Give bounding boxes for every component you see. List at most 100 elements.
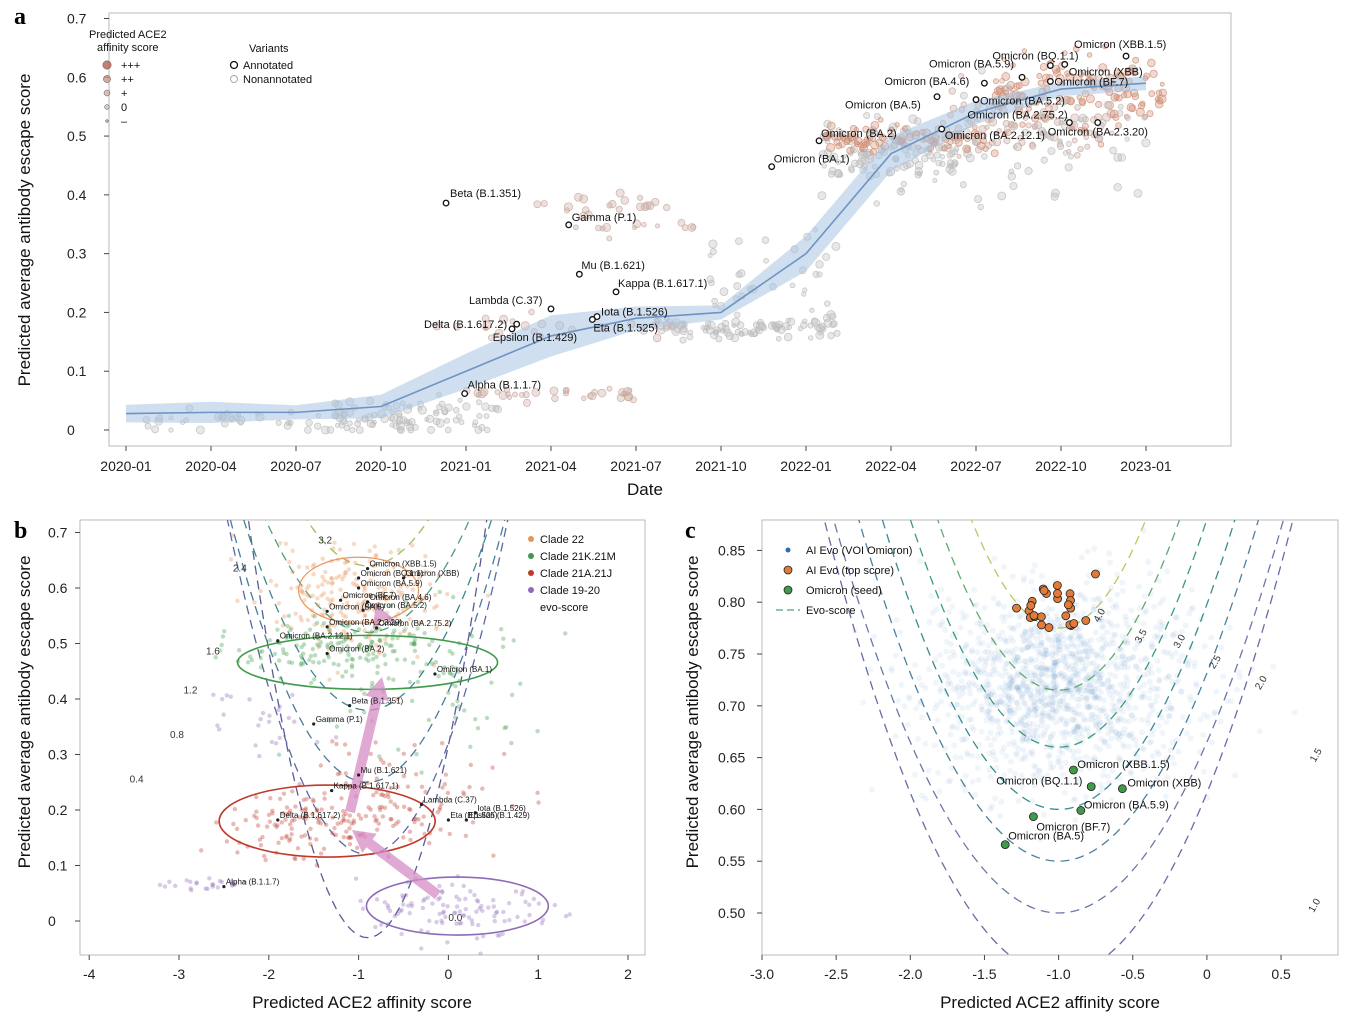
nonannotated-point (586, 392, 594, 400)
ai-evo-point (1030, 672, 1037, 679)
clade-point (308, 842, 313, 847)
clade-point (322, 578, 327, 583)
clade-point (376, 821, 381, 826)
clade-point (220, 634, 226, 639)
ai-evo-point (1125, 639, 1132, 646)
ai-evo-point (931, 742, 938, 749)
ai-evo-point (1145, 666, 1152, 673)
nonannotated-point (933, 169, 940, 176)
annotated-point-iota-b-1-526 (593, 313, 601, 320)
y-axis-label: Predicted average antibody escape score (15, 74, 34, 387)
clade-point (391, 564, 396, 570)
ai-evo-point (1020, 713, 1027, 720)
clade-point (343, 636, 349, 642)
ai-evo-point (959, 684, 966, 691)
ai-evo-point (934, 717, 941, 724)
ai-evo-point (1133, 663, 1140, 670)
ai-evo-point (1014, 699, 1021, 706)
nonannotated-point (735, 237, 743, 246)
ai-evo-point (1053, 644, 1060, 651)
ai-evo-point (1051, 659, 1058, 666)
ai-evo-point (1088, 648, 1095, 655)
ai-evo-point (1044, 723, 1051, 730)
clade-point (290, 789, 295, 794)
clade-point (412, 637, 418, 642)
ai-evo-point (1077, 766, 1084, 773)
nonannotated-point (908, 114, 918, 124)
ai-evo-point (1010, 738, 1017, 745)
ai-evo-point (1012, 645, 1019, 652)
ai-evo-point (1070, 726, 1077, 733)
ai-evo-point (993, 702, 1000, 709)
ai-evo-point (1025, 712, 1032, 719)
x-tick-label: 2021-01 (440, 458, 492, 474)
nonannotated-point (848, 165, 855, 172)
ai-evo-point (1021, 699, 1028, 706)
clade-point (455, 698, 460, 704)
ai-evo-point (1112, 632, 1119, 639)
clade-point (289, 625, 294, 631)
clade-point (330, 580, 335, 585)
nonannotated-point (1068, 125, 1075, 132)
nonannotated-point (1076, 94, 1083, 101)
legend-variants-nonannotated: Nonannotated (243, 74, 312, 86)
ai-evo-point (1114, 622, 1121, 629)
clade-point (497, 933, 502, 938)
ai-evo-point (1156, 678, 1163, 685)
clade-point (346, 652, 351, 658)
clade-point (274, 583, 279, 588)
ai-evo-point (1057, 643, 1064, 650)
clade-point (307, 627, 313, 632)
clade-point (217, 648, 223, 653)
ai-evo-point (1157, 622, 1164, 629)
nonannotated-point (1013, 82, 1021, 90)
nonannotated-point (935, 159, 943, 167)
ai-evo-point (1045, 712, 1052, 719)
seed-label-omicron-ba-5: Omicron (BA.5) (1008, 831, 1084, 843)
ai-evo-point (1022, 629, 1029, 636)
annotation-omicron-ba-5-9: Omicron (BA.5.9) (361, 579, 423, 588)
ai-evo-point (1048, 692, 1055, 699)
nonannotated-point (1003, 125, 1011, 133)
ai-evo-point (1006, 713, 1013, 720)
clade-point (439, 888, 445, 894)
ai-evo-point (1076, 667, 1083, 674)
ai-evo-point (987, 715, 994, 722)
ai-evo-point (1085, 642, 1092, 649)
annotated-point-omicron-ba-5-2 (972, 96, 980, 104)
ai-evo-point (1081, 760, 1088, 767)
ai-evo-point (1087, 660, 1094, 667)
ai-evo-point (1173, 614, 1180, 621)
ai-evo-point (1007, 685, 1014, 692)
clade-point (419, 946, 424, 951)
clade-point (434, 603, 440, 609)
clade-point (235, 598, 240, 603)
ai-evo-point (1197, 716, 1204, 723)
nonannotated-point (369, 421, 377, 428)
ai-evo-point (968, 659, 975, 666)
nonannotated-point (481, 314, 490, 323)
clade-point (476, 922, 481, 928)
ai-evo-point (1040, 670, 1047, 677)
ai-evo-point (946, 608, 953, 615)
ai-evo-point (945, 596, 952, 603)
clade-point (379, 804, 384, 810)
ai-evo-point (893, 616, 900, 623)
clade-point (356, 645, 361, 650)
ai-evo-point (1112, 601, 1119, 608)
nonannotated-point (974, 145, 983, 154)
annotation-delta-b-1-617-2: Delta (B.1.617.2) (280, 811, 341, 820)
ai-evo-point (1028, 578, 1035, 585)
clade-point (450, 594, 456, 600)
ai-evo-point (1161, 632, 1168, 639)
clade-point (383, 661, 388, 667)
clade-point (299, 618, 304, 623)
ai-evo-point (1077, 655, 1084, 662)
ai-evo-point (1047, 760, 1054, 767)
clade-point (299, 656, 305, 661)
clade-point (492, 913, 497, 919)
ai-evo-point (960, 615, 967, 622)
ai-evo-point (1073, 709, 1080, 716)
legend-item-clade-22: Clade 22 (540, 534, 584, 546)
clade-point (406, 806, 412, 812)
